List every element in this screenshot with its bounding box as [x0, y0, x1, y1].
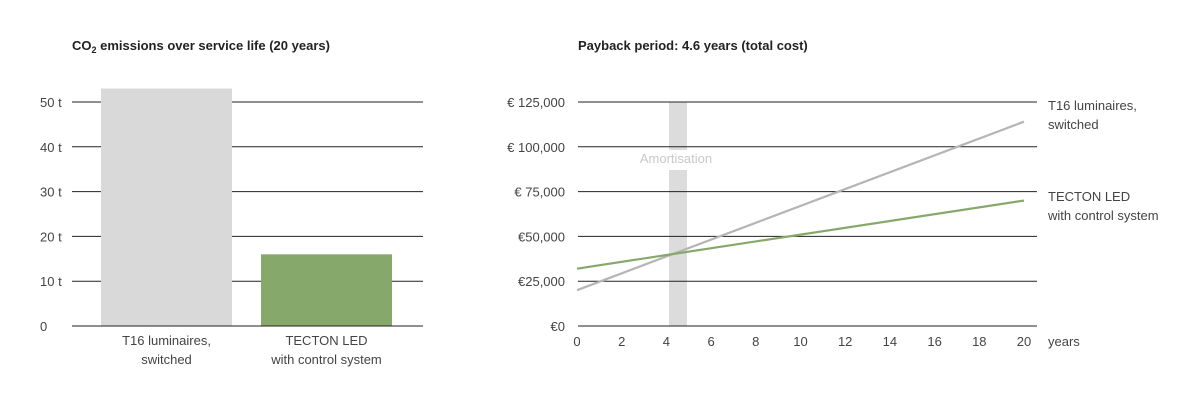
x-tick-label: 4: [663, 334, 670, 349]
x-tick-label: 20: [1017, 334, 1031, 349]
series-line: [576, 199, 1025, 270]
y-tick-label: € 125,000: [507, 95, 565, 110]
x-tick-label: 12: [838, 334, 852, 349]
x-tick-label: 16: [927, 334, 941, 349]
y-tick-label: €0: [551, 319, 565, 334]
category-label: switched: [141, 352, 192, 367]
co2-chart-title: CO2 emissions over service life (20 year…: [72, 38, 330, 55]
series-label: T16 luminaires,: [1048, 98, 1137, 113]
series-label: switched: [1048, 117, 1099, 132]
x-axis-label: years: [1048, 334, 1080, 349]
series-label: with control system: [1047, 208, 1159, 223]
x-tick-label: 2: [618, 334, 625, 349]
y-tick-label: € 100,000: [507, 140, 565, 155]
category-label: TECTON LED: [285, 333, 367, 348]
x-tick-label: 10: [793, 334, 807, 349]
series-label: TECTON LED: [1048, 189, 1130, 204]
x-tick-label: 0: [573, 334, 580, 349]
category-label: with control system: [270, 352, 382, 367]
bar: [261, 254, 392, 326]
y-tick-label: 30 t: [40, 185, 62, 200]
y-tick-label: €50,000: [518, 229, 565, 244]
amortisation-label: Amortisation: [640, 151, 712, 166]
x-tick-label: 14: [883, 334, 897, 349]
x-tick-label: 18: [972, 334, 986, 349]
y-tick-label: 40 t: [40, 140, 62, 155]
bar: [101, 88, 232, 326]
amortisation-gap: [668, 150, 688, 170]
x-tick-label: 8: [752, 334, 759, 349]
y-tick-label: €25,000: [518, 274, 565, 289]
x-tick-label: 6: [707, 334, 714, 349]
co2-bar-chart: 0 10 t 20 t 30 t 40 t 50 t T16 luminaires, swit…: [40, 88, 423, 367]
y-tick-label: 20 t: [40, 229, 62, 244]
payback-chart-title: Payback period: 4.6 years (total cost): [578, 38, 808, 53]
series-line: [576, 120, 1025, 292]
y-tick-label: € 75,000: [514, 185, 565, 200]
amortisation-band: [669, 102, 687, 326]
y-tick-label: 50 t: [40, 95, 62, 110]
category-label: T16 luminaires,: [122, 333, 211, 348]
y-tick-label: 0: [40, 319, 47, 334]
y-tick-label: 10 t: [40, 274, 62, 289]
